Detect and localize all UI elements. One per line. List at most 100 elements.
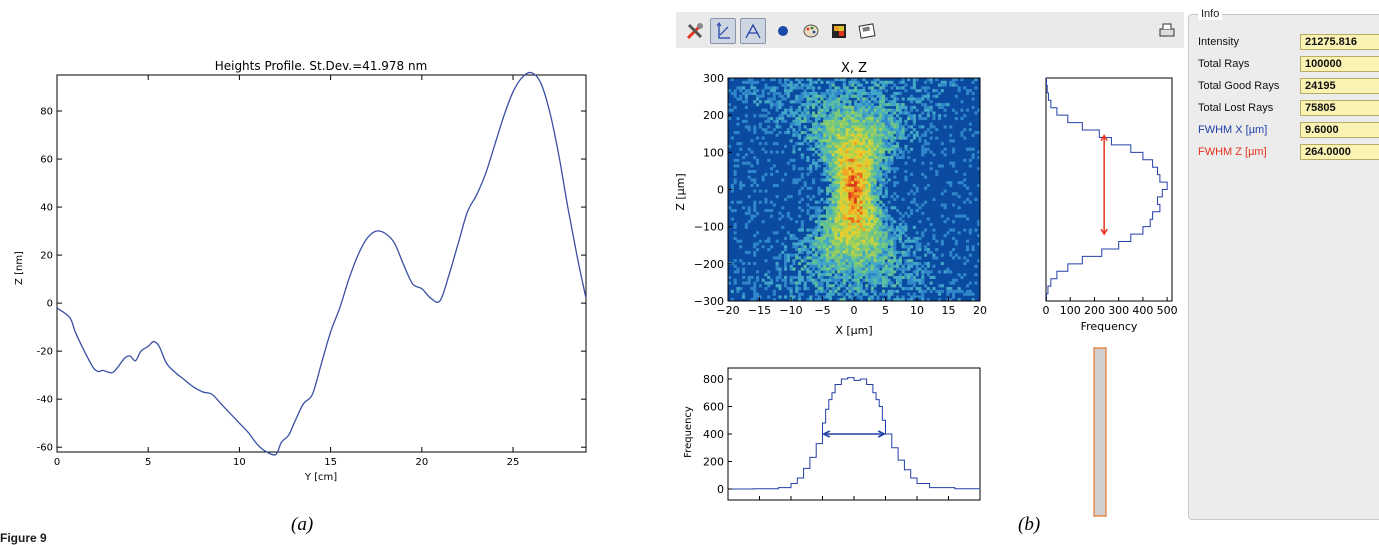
axis-vertical-icon[interactable] <box>710 18 736 44</box>
scatter-cell <box>828 206 832 210</box>
scatter-cell <box>840 284 844 288</box>
axis-cross-icon[interactable] <box>740 18 766 44</box>
save-icon[interactable] <box>854 18 880 44</box>
scatter-cell <box>842 217 846 221</box>
scatter-cell <box>828 197 832 201</box>
scatter-cell <box>938 164 942 168</box>
scatter-cell <box>845 114 849 118</box>
info-label: Intensity <box>1198 36 1239 48</box>
scatter-cell <box>929 130 933 135</box>
scatter-cell <box>845 206 849 210</box>
scatter-cell <box>912 86 916 90</box>
scatter-cell <box>842 122 846 126</box>
scatter-cell <box>739 86 743 90</box>
scatter-cell <box>873 111 877 115</box>
y-tick-label: 40 <box>40 203 53 214</box>
scatter-cell <box>817 117 821 121</box>
scatter-cell <box>865 253 869 257</box>
scatter-cell <box>786 108 790 112</box>
scatter-cell <box>806 108 810 112</box>
scatter-cell <box>862 209 866 213</box>
scatter-cell <box>742 281 746 285</box>
scatter-cell <box>865 119 869 123</box>
scatter-cell <box>814 161 818 165</box>
scatter-cell <box>778 114 782 118</box>
scatter-cell <box>831 289 835 293</box>
scatter-cell <box>918 295 922 299</box>
scatter-cell <box>884 181 888 185</box>
scatter-cell <box>742 261 746 266</box>
scatter-cell <box>873 133 877 137</box>
scatter-cell <box>834 139 838 143</box>
scatter-cell <box>873 222 877 227</box>
x-tick-label: 15 <box>324 457 337 468</box>
scatter-cell <box>926 114 930 118</box>
scatter-cell <box>907 156 911 160</box>
scatter-cell <box>865 261 869 266</box>
scatter-cell <box>851 130 855 135</box>
scatter-cell <box>924 284 928 288</box>
scatter-cell <box>865 111 869 115</box>
scatter-cell <box>893 91 897 96</box>
scatter-cell <box>865 97 869 101</box>
scatter-cell <box>907 278 911 282</box>
scatter-cell <box>887 158 891 162</box>
scatter-x-tick-label: −15 <box>748 304 771 317</box>
scatter-cell <box>728 206 732 210</box>
scatter-cell <box>890 167 894 171</box>
dot-icon[interactable] <box>770 18 796 44</box>
scatter-cell <box>845 222 849 227</box>
scatter-cell <box>865 200 869 204</box>
info-value-field[interactable]: 75805 <box>1300 100 1379 116</box>
scatter-cell <box>954 239 958 243</box>
scroll-slider[interactable] <box>1093 347 1107 517</box>
scatter-cell <box>893 108 897 112</box>
scatter-cell <box>882 217 886 221</box>
tools-icon[interactable] <box>682 18 708 44</box>
scatter-cell <box>770 103 774 107</box>
scatter-cell <box>828 169 832 174</box>
scatter-cell <box>809 119 813 123</box>
scatter-cell <box>814 281 818 285</box>
scatter-cell <box>837 117 841 121</box>
print-icon[interactable] <box>1154 18 1180 44</box>
scatter-cell <box>831 287 835 291</box>
scatter-cell <box>840 103 844 107</box>
scatter-cell <box>862 156 866 160</box>
scatter-cell <box>854 80 858 84</box>
info-value-field[interactable]: 21275.816 <box>1300 34 1379 50</box>
scatter-cell <box>733 178 737 182</box>
scatter-cell <box>865 178 869 182</box>
scatter-cell <box>870 214 874 218</box>
info-value-field[interactable]: 264.0000 <box>1300 144 1379 160</box>
scatter-cell <box>828 256 832 260</box>
scatter-cell <box>893 125 897 129</box>
scatter-cell <box>868 220 872 224</box>
scatter-cell <box>792 178 796 182</box>
scatter-cell <box>924 139 928 143</box>
info-value-field[interactable]: 9.6000 <box>1300 122 1379 138</box>
palette-icon[interactable] <box>798 18 824 44</box>
scatter-cell <box>873 256 877 260</box>
scatter-cell <box>823 91 827 96</box>
scatter-cell <box>952 83 956 87</box>
scatter-cell <box>915 295 919 299</box>
scatter-cell <box>770 100 774 104</box>
scatter-cell <box>910 125 914 129</box>
scatter-cell <box>868 161 872 165</box>
info-value-field[interactable]: 100000 <box>1300 56 1379 72</box>
info-value-field[interactable]: 24195 <box>1300 78 1379 94</box>
scatter-cell <box>742 270 746 274</box>
scatter-cell <box>800 103 804 107</box>
scatter-cell <box>940 150 944 154</box>
colormap-icon[interactable] <box>826 18 852 44</box>
scatter-cell <box>831 183 835 188</box>
scatter-cell <box>876 128 880 132</box>
scatter-cell <box>845 153 849 157</box>
scatter-cell <box>915 89 919 93</box>
scatter-cell <box>912 250 916 254</box>
scatter-cell <box>803 105 807 109</box>
scatter-cell <box>898 105 902 109</box>
scatter-cell <box>834 220 838 224</box>
scatter-cell <box>826 169 830 174</box>
